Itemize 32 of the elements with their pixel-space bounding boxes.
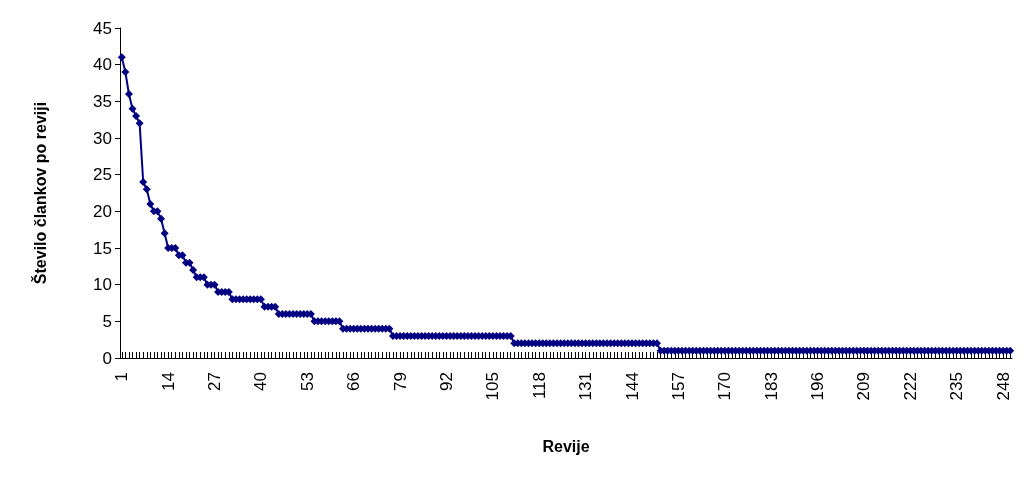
x-tick-label: 209 (854, 372, 874, 401)
y-tick-label: 5 (102, 311, 112, 331)
x-tick-label: 222 (900, 372, 920, 401)
x-tick-label: 118 (529, 372, 549, 400)
y-axis-title: Število člankov po reviji (30, 101, 49, 285)
y-tick-label: 20 (93, 201, 112, 221)
y-tick-label: 15 (93, 238, 112, 258)
x-tick-label: 235 (947, 372, 967, 401)
x-tick-label: 131 (576, 372, 596, 401)
x-tick-label: 105 (483, 372, 503, 401)
y-tick-label: 0 (102, 348, 112, 368)
y-tick-label: 30 (93, 128, 112, 148)
x-tick-label: 79 (390, 372, 410, 391)
x-tick-label: 144 (622, 372, 642, 401)
x-tick-label: 66 (344, 372, 364, 391)
x-tick-label: 183 (761, 372, 781, 401)
x-tick-label: 1 (112, 372, 132, 382)
x-tick-label: 248 (993, 372, 1013, 401)
x-tick-label: 170 (715, 372, 735, 401)
x-tick-label: 27 (205, 372, 225, 391)
x-tick-label: 14 (158, 372, 178, 391)
x-axis-title: Revije (542, 437, 590, 455)
y-tick-label: 45 (93, 18, 112, 38)
x-tick-label: 40 (251, 372, 271, 391)
x-tick-label: 92 (436, 372, 456, 391)
y-tick-label: 10 (93, 275, 112, 295)
y-tick-label: 35 (93, 91, 112, 111)
y-tick-label: 25 (93, 165, 112, 185)
y-tick-label: 40 (93, 55, 112, 75)
x-tick-label: 157 (668, 372, 688, 401)
x-tick-label: 53 (297, 372, 317, 391)
x-tick-label: 196 (808, 372, 828, 401)
